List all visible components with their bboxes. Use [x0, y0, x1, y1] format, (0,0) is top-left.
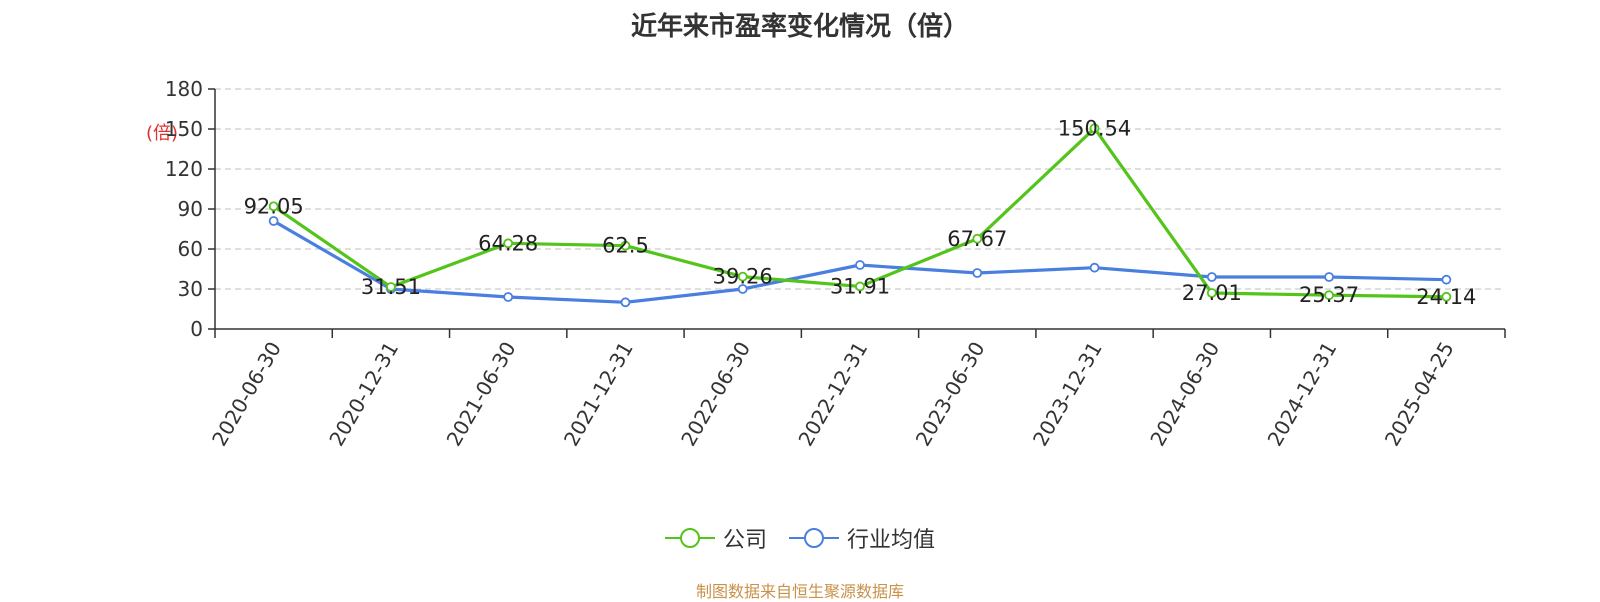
data-point-company [1089, 123, 1100, 134]
data-point-industry-average [855, 260, 865, 270]
legend-label-industry-average: 行业均值 [847, 528, 936, 553]
x-tick-label: 2023-12-31 [1028, 338, 1107, 451]
y-tick-label: 180 [165, 77, 203, 101]
data-point-company [268, 201, 279, 212]
data-label: 25.37 [1299, 283, 1359, 307]
legend-label-company: 公司 [722, 528, 767, 553]
data-point-company [1441, 291, 1452, 302]
data-point-company [1206, 288, 1217, 298]
data-point-company [972, 233, 983, 244]
y-tick-label: 60 [178, 237, 203, 261]
data-label: 39.26 [713, 265, 773, 289]
data-point-industry-average [268, 216, 279, 226]
x-tick-label: 2020-12-31 [324, 337, 403, 450]
x-tick-label: 2022-12-31 [793, 338, 872, 451]
data-label: 62.5 [602, 234, 649, 258]
data-point-industry-average [1206, 272, 1217, 282]
data-point-industry-average [737, 284, 748, 294]
data-point-industry-average [1441, 274, 1452, 285]
legend-line-circle-icon [789, 528, 839, 548]
data-point-industry-average [972, 268, 983, 278]
x-tick-label: 2024-12-31 [1263, 338, 1342, 451]
data-label: 24.14 [1416, 285, 1476, 309]
data-point-industry-average [1324, 272, 1334, 282]
y-tick-label: 120 [165, 157, 203, 181]
data-label: 27.01 [1182, 281, 1242, 305]
x-tick-label: 2021-06-30 [442, 338, 521, 451]
x-tick-label: 2022-06-30 [676, 338, 755, 451]
data-label: 31.91 [830, 274, 890, 298]
data-point-company [737, 271, 748, 282]
data-label: 31.51 [361, 275, 421, 299]
data-label: 64.28 [478, 231, 538, 255]
data-source-note: 制图数据来自恒生聚源数据库 [695, 582, 904, 601]
y-tick-label: 90 [178, 197, 203, 221]
data-point-industry-average [620, 297, 631, 308]
data-point-company [1324, 290, 1334, 301]
data-label: 92.05 [244, 194, 304, 218]
x-tick-label: 2023-06-30 [911, 338, 990, 451]
legend: 公司 行业均值 [0, 522, 1600, 554]
x-tick-label: 2021-12-31 [559, 338, 638, 451]
series-line-company [272, 126, 1447, 299]
x-tick-label: 2024-06-30 [1145, 338, 1224, 451]
legend-line-circle-icon [664, 528, 715, 548]
data-label: 150.54 [1058, 116, 1131, 140]
y-tick-label: 0 [190, 317, 203, 341]
x-tick-label: 2025-04-25 [1380, 338, 1459, 451]
y-tick-label: 30 [178, 277, 203, 301]
data-point-company [855, 281, 865, 292]
legend-item-industry-average[interactable]: 行业均值 [789, 522, 935, 554]
y-tick-label: 150 [165, 117, 203, 141]
data-point-industry-average [1089, 262, 1100, 273]
data-point-company [386, 282, 396, 292]
data-point-company [503, 238, 514, 249]
chart-title: 近年来市盈率变化情况（倍） [630, 12, 969, 42]
data-point-company [620, 240, 631, 251]
legend-item-company[interactable]: 公司 [664, 522, 767, 554]
x-tick-label: 2020-06-30 [207, 338, 286, 451]
data-label: 67.67 [947, 227, 1007, 251]
data-point-industry-average [503, 292, 514, 302]
